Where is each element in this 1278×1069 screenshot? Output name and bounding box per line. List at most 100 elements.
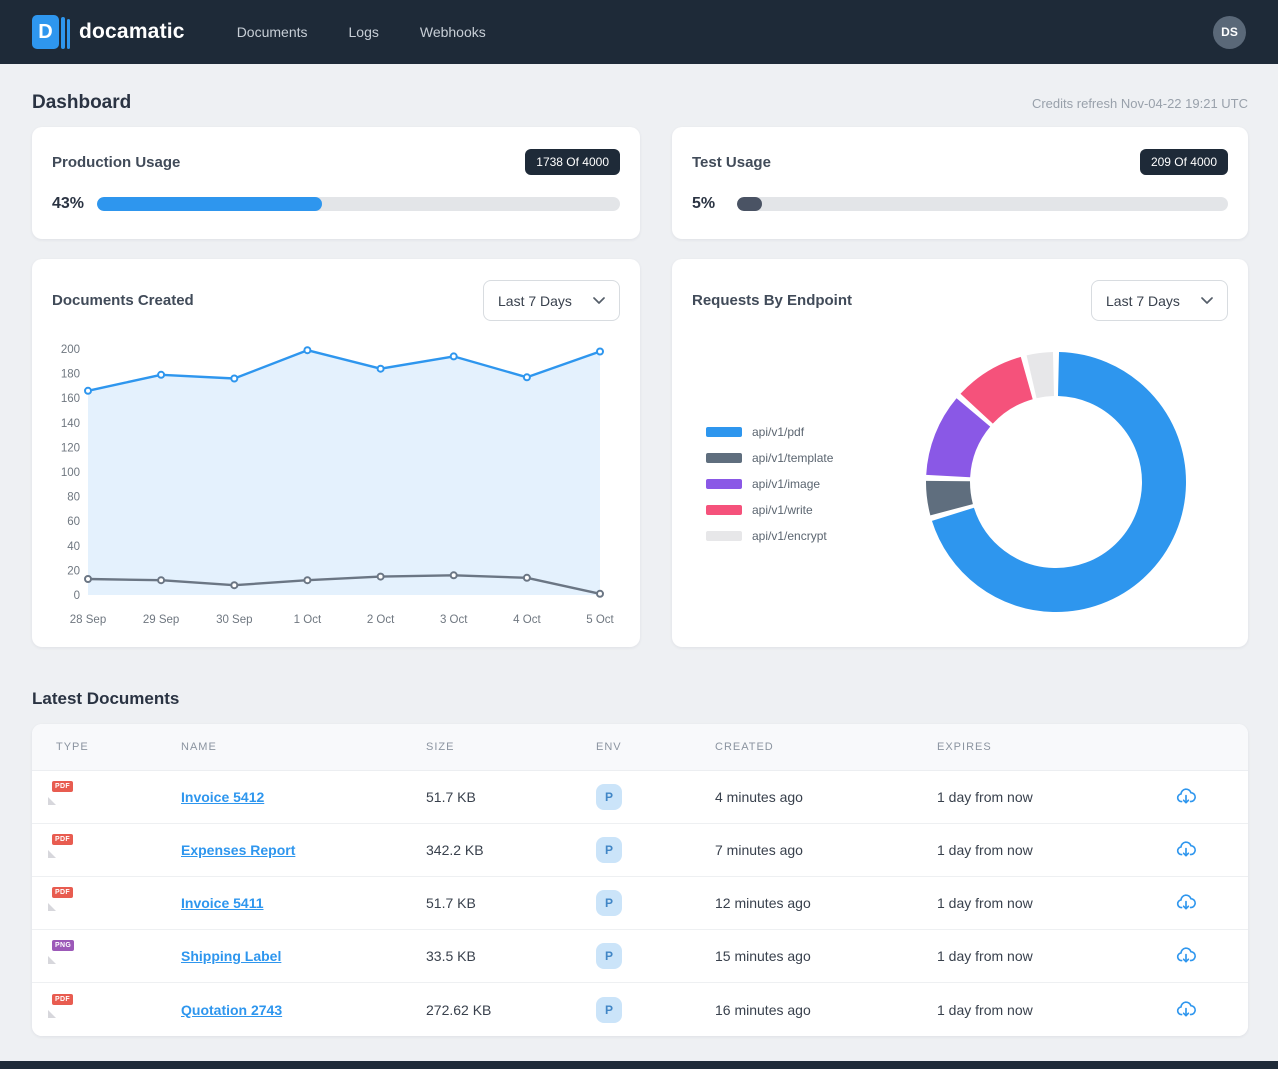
document-link[interactable]: Shipping Label (181, 948, 282, 964)
svg-text:28 Sep: 28 Sep (70, 614, 106, 626)
file-type-badge: PDF (52, 993, 73, 1005)
requests-donut-chart (926, 351, 1186, 612)
svg-text:20: 20 (67, 565, 80, 577)
chevron-down-icon (593, 296, 605, 304)
page-title: Dashboard (32, 92, 132, 113)
brand-logo[interactable]: D docamatic (32, 15, 185, 49)
production-usage-badge: 1738 Of 4000 (525, 149, 620, 175)
download-button[interactable] (1173, 837, 1199, 863)
test-usage-title: Test Usage (692, 153, 771, 171)
legend-item-image: api/v1/image (706, 477, 896, 491)
nav-item-documents[interactable]: Documents (236, 24, 308, 40)
document-link[interactable]: Invoice 5411 (181, 895, 264, 911)
footer-bar (0, 1061, 1278, 1069)
legend-swatch (706, 531, 742, 541)
svg-text:80: 80 (67, 492, 80, 504)
production-progress-bar (97, 197, 620, 211)
svg-text:40: 40 (67, 541, 80, 553)
main-content: Dashboard Credits refresh Nov-04-22 19:2… (0, 64, 1278, 1061)
table-row: PDF Quotation 2743 272.62 KB P 16 minutes ag… (32, 983, 1248, 1036)
env-badge: P (596, 784, 622, 810)
document-link[interactable]: Expenses Report (181, 842, 296, 858)
col-size: SIZE (426, 741, 455, 753)
col-created: CREATED (715, 741, 774, 753)
table-body: PDF Invoice 5412 51.7 KB P 4 minutes ago 1 da… (32, 771, 1248, 1036)
cloud-download-icon (1176, 841, 1196, 857)
document-size: 51.7 KB (426, 789, 476, 805)
svg-text:29 Sep: 29 Sep (143, 614, 179, 626)
legend-label: api/v1/image (752, 477, 821, 491)
test-usage-percent: 5% (692, 195, 716, 212)
legend-label: api/v1/encrypt (752, 529, 827, 543)
production-usage-title: Production Usage (52, 153, 181, 171)
download-button[interactable] (1173, 943, 1199, 969)
col-env: ENV (596, 741, 622, 753)
download-button[interactable] (1173, 997, 1199, 1023)
download-button[interactable] (1173, 784, 1199, 810)
nav-item-webhooks[interactable]: Webhooks (419, 24, 486, 40)
svg-text:4 Oct: 4 Oct (513, 614, 541, 626)
legend-item-template: api/v1/template (706, 451, 896, 465)
legend-item-write: api/v1/write (706, 503, 896, 517)
range-select-value: Last 7 Days (1106, 292, 1180, 309)
cloud-download-icon (1176, 947, 1196, 963)
svg-text:100: 100 (61, 467, 80, 479)
requests-by-endpoint-range-select[interactable]: Last 7 Days (1091, 280, 1228, 321)
file-type-badge: PDF (52, 781, 73, 792)
col-type: TYPE (56, 741, 89, 753)
legend-label: api/v1/write (752, 503, 813, 517)
svg-text:160: 160 (61, 393, 80, 405)
usage-cards-row: Production Usage 1738 Of 4000 43% Test U… (32, 127, 1248, 239)
top-navbar: D docamatic Documents Logs Webhooks DS (0, 0, 1278, 64)
brand-name: docamatic (79, 20, 185, 43)
credits-refresh-note: Credits refresh Nov-04-22 19:21 UTC (1031, 96, 1248, 111)
document-link[interactable]: Quotation 2743 (181, 1001, 283, 1018)
col-name: NAME (181, 741, 217, 753)
svg-text:120: 120 (61, 442, 80, 454)
svg-text:1 Oct: 1 Oct (294, 614, 322, 626)
latest-documents-table: TYPE NAME SIZE ENV CREATED EXPIRES PDF In… (32, 724, 1248, 1036)
nav-item-logs[interactable]: Logs (348, 24, 379, 40)
docamatic-logo-icon: D (32, 15, 70, 49)
svg-text:30 Sep: 30 Sep (216, 614, 252, 626)
document-expires: 1 day from now (937, 895, 1033, 911)
production-usage-card: Production Usage 1738 Of 4000 43% (32, 127, 640, 239)
documents-created-range-select[interactable]: Last 7 Days (483, 280, 620, 321)
production-usage-percent: 43% (52, 195, 85, 212)
col-expires: EXPIRES (937, 741, 992, 753)
charts-row: Documents Created Last 7 Days 0 20 40 60 80 1… (32, 259, 1248, 647)
document-created: 7 minutes ago (715, 842, 803, 858)
legend-swatch (706, 479, 742, 489)
document-size: 51.7 KB (426, 895, 476, 911)
file-type-badge: PDF (52, 834, 73, 845)
document-created: 4 minutes ago (715, 789, 803, 805)
range-select-value: Last 7 Days (498, 292, 572, 309)
requests-by-endpoint-title: Requests By Endpoint (692, 292, 853, 309)
document-created: 15 minutes ago (715, 948, 811, 964)
legend-item-encrypt: api/v1/encrypt (706, 529, 896, 543)
requests-by-endpoint-card: Requests By Endpoint Last 7 Days api/v1/… (672, 259, 1248, 647)
document-size: 342.2 KB (426, 842, 484, 858)
cloud-download-icon (1176, 788, 1196, 804)
document-size: 272.62 KB (426, 1001, 492, 1018)
endpoint-legend: api/v1/pdf api/v1/template api/v1/image api… (706, 425, 896, 543)
documents-created-title: Documents Created (52, 292, 194, 309)
svg-text:140: 140 (61, 418, 80, 430)
svg-text:5 Oct: 5 Oct (586, 614, 614, 626)
user-avatar[interactable]: DS (1213, 15, 1246, 49)
download-button[interactable] (1173, 890, 1199, 916)
svg-text:3 Oct: 3 Oct (440, 614, 468, 626)
test-progress-bar (737, 197, 1228, 211)
document-link[interactable]: Invoice 5412 (181, 789, 265, 805)
svg-text:180: 180 (61, 369, 80, 381)
nav-links: Documents Logs Webhooks (237, 24, 486, 40)
file-type-badge: PDF (52, 887, 73, 898)
document-size: 33.5 KB (426, 948, 476, 964)
table-row: PDF Expenses Report 342.2 KB P 7 minutes ago… (32, 824, 1248, 877)
test-usage-card: Test Usage 209 Of 4000 5% (672, 127, 1248, 239)
env-badge: P (596, 943, 622, 969)
table-row: PDF Invoice 5412 51.7 KB P 4 minutes ago 1 da… (32, 771, 1248, 824)
table-row: PDF Invoice 5411 51.7 KB P 12 minutes ago 1 d… (32, 877, 1248, 930)
table-row: PNG Shipping Label 33.5 KB P 15 minutes ago 1… (32, 930, 1248, 983)
env-badge: P (596, 837, 622, 863)
